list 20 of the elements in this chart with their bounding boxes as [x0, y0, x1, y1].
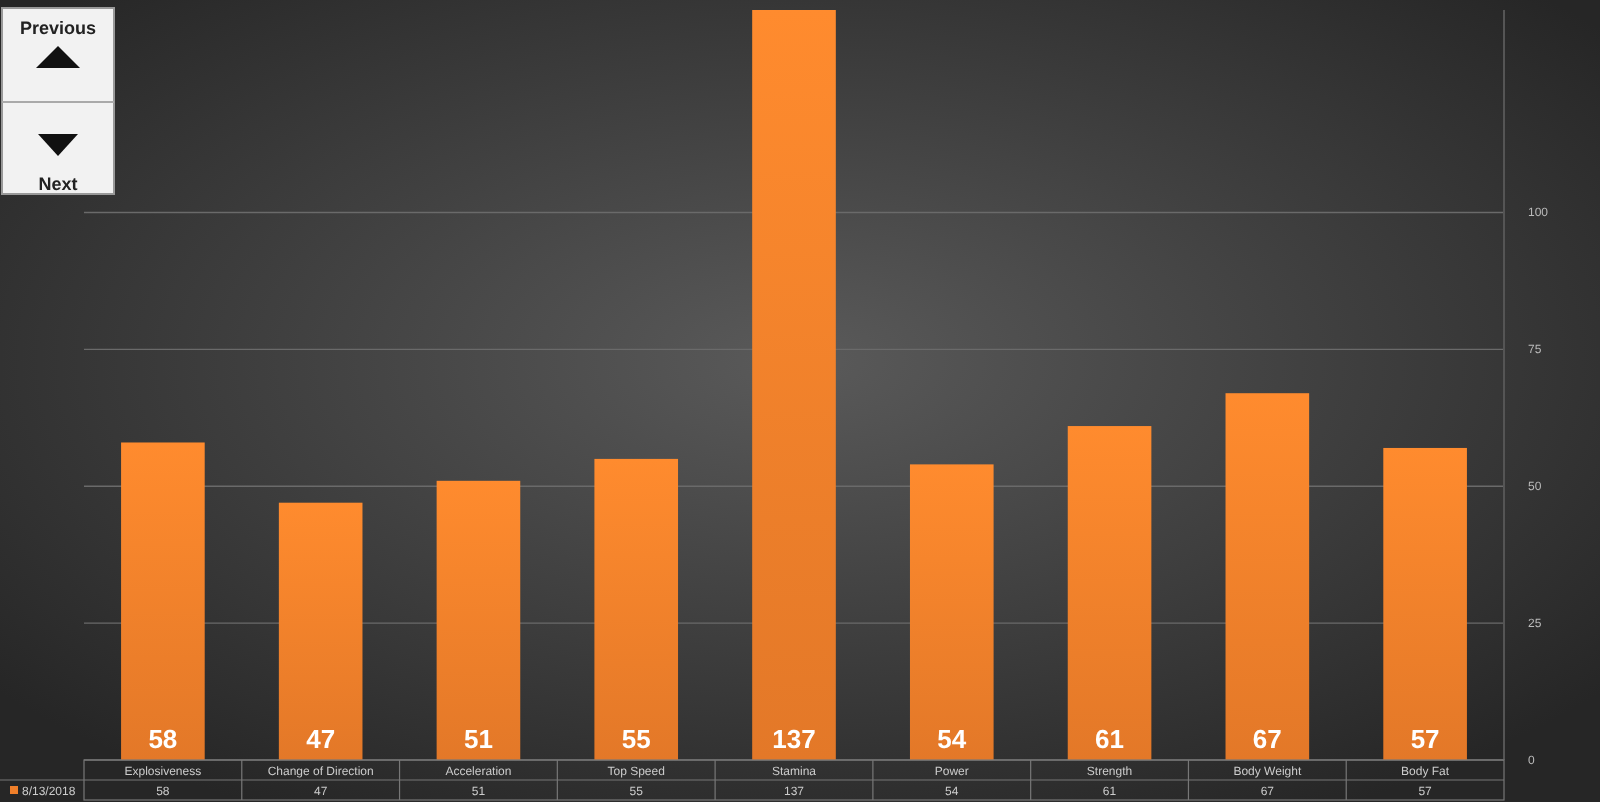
- data-label: 55: [621, 724, 651, 754]
- bar: [436, 480, 521, 760]
- navigation-buttons: Previous Next: [1, 7, 115, 195]
- data-label: 47: [306, 724, 336, 754]
- bar: [909, 464, 994, 760]
- data-label: 58: [148, 724, 178, 754]
- data-label: 51: [463, 724, 493, 754]
- bar: [1383, 447, 1467, 760]
- bar: [1225, 393, 1310, 760]
- bar: [121, 442, 205, 760]
- data-label: 137: [772, 724, 816, 754]
- data-label: 57: [1410, 724, 1440, 754]
- bar: [1067, 426, 1152, 760]
- data-label: 67: [1252, 724, 1282, 754]
- bar: [594, 458, 679, 760]
- annotation: Previous: [19, 18, 97, 38]
- data-label: 54: [937, 724, 968, 754]
- data-label: 61: [1095, 724, 1125, 754]
- bar: [278, 502, 363, 760]
- bar: [752, 10, 836, 760]
